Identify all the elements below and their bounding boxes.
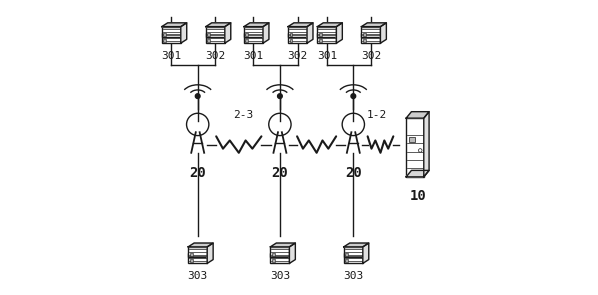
Circle shape [269, 113, 291, 136]
Circle shape [187, 113, 209, 136]
Bar [272, 259, 275, 262]
Bar [188, 247, 208, 257]
Polygon shape [208, 243, 213, 263]
Circle shape [342, 113, 364, 136]
Polygon shape [307, 23, 313, 43]
Bar [363, 39, 366, 42]
Polygon shape [181, 23, 187, 43]
Text: 303: 303 [188, 271, 208, 281]
Circle shape [196, 94, 200, 99]
Text: 302: 302 [361, 51, 381, 60]
Text: 20: 20 [345, 166, 362, 180]
Bar [190, 253, 193, 256]
Text: 303: 303 [343, 271, 364, 281]
Bar [318, 33, 337, 43]
Bar [345, 259, 348, 262]
Bar [361, 33, 380, 43]
Bar [344, 253, 363, 263]
Bar [319, 33, 322, 36]
Bar [406, 118, 424, 177]
Polygon shape [380, 23, 386, 43]
Bar [206, 33, 225, 43]
Bar [288, 33, 307, 43]
Text: 303: 303 [270, 271, 290, 281]
Text: 301: 301 [317, 51, 337, 60]
Polygon shape [263, 23, 269, 43]
Polygon shape [318, 23, 342, 27]
Bar [272, 253, 275, 256]
Circle shape [277, 94, 282, 99]
Bar [289, 33, 292, 36]
Bar [244, 27, 263, 37]
Polygon shape [344, 243, 369, 247]
Bar [361, 27, 380, 37]
Bar [190, 259, 193, 262]
Polygon shape [206, 23, 231, 27]
Text: 301: 301 [161, 51, 181, 60]
Circle shape [419, 149, 422, 152]
Bar [163, 39, 166, 42]
Polygon shape [361, 23, 386, 27]
Bar [318, 27, 337, 37]
Bar [345, 253, 348, 256]
Bar [188, 253, 208, 263]
Polygon shape [289, 243, 295, 263]
Bar [163, 33, 166, 36]
Bar [206, 27, 225, 37]
Bar [208, 33, 210, 36]
Text: 20: 20 [190, 166, 206, 180]
Text: 302: 302 [205, 51, 225, 60]
Bar [270, 253, 289, 263]
Text: 301: 301 [243, 51, 264, 60]
Bar [363, 33, 366, 36]
Circle shape [351, 94, 356, 99]
Bar [162, 27, 181, 37]
Polygon shape [406, 171, 429, 177]
Bar [246, 39, 248, 42]
Polygon shape [363, 243, 369, 263]
Bar [208, 39, 210, 42]
Bar [344, 247, 363, 257]
Polygon shape [270, 243, 295, 247]
Polygon shape [288, 23, 313, 27]
Bar [246, 33, 248, 36]
Polygon shape [188, 243, 213, 247]
Bar [162, 33, 181, 43]
Bar [289, 39, 292, 42]
Polygon shape [225, 23, 231, 43]
Polygon shape [244, 23, 269, 27]
Bar [408, 137, 414, 142]
Text: 302: 302 [288, 51, 307, 60]
Text: 20: 20 [271, 166, 288, 180]
Polygon shape [424, 112, 429, 177]
Text: 1-2: 1-2 [367, 110, 387, 119]
Text: 2-3: 2-3 [233, 110, 254, 119]
Polygon shape [337, 23, 342, 43]
Bar [319, 39, 322, 42]
Bar [244, 33, 263, 43]
Bar [288, 27, 307, 37]
Bar [270, 247, 289, 257]
Text: 10: 10 [410, 189, 426, 203]
Polygon shape [406, 112, 429, 118]
Polygon shape [162, 23, 187, 27]
